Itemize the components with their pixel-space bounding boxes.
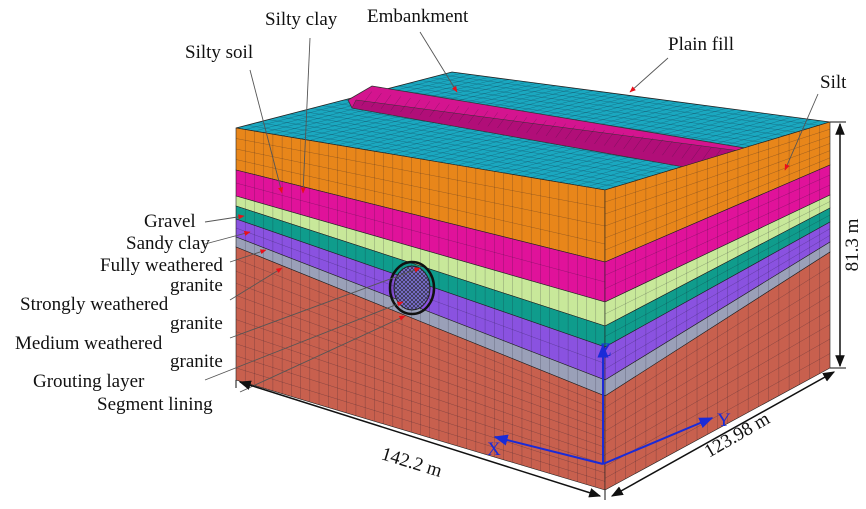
layer-label: Silty soil — [185, 42, 253, 63]
layer-label: Fully weathered — [100, 255, 223, 276]
dimension-label: 81.3 m — [842, 218, 863, 271]
axis-label: Y — [717, 410, 731, 431]
layer-label: granite — [170, 351, 223, 372]
layer-label: Plain fill — [668, 34, 734, 55]
leader-line — [630, 58, 668, 92]
model-figure: Silty clay Embankment Silty soil Plain fill… — [0, 0, 866, 509]
layer-label: Medium weathered — [15, 333, 163, 354]
axis-label: X — [487, 439, 501, 460]
layer-label: Strongly weathered — [20, 294, 169, 315]
layer-label: Sandy clay — [126, 233, 210, 254]
layer-label: Silty clay — [265, 9, 338, 30]
layer-label: Segment lining — [97, 394, 213, 415]
layer-label: Silt — [820, 72, 847, 93]
axis-label: Z — [600, 340, 612, 361]
layer-label: Gravel — [144, 211, 196, 232]
layer-label: granite — [170, 275, 223, 296]
layer-label: granite — [170, 313, 223, 334]
layer-label: Grouting layer — [33, 371, 145, 392]
layer-label: Embankment — [367, 6, 469, 27]
dimension-label: 142.2 m — [379, 444, 445, 482]
